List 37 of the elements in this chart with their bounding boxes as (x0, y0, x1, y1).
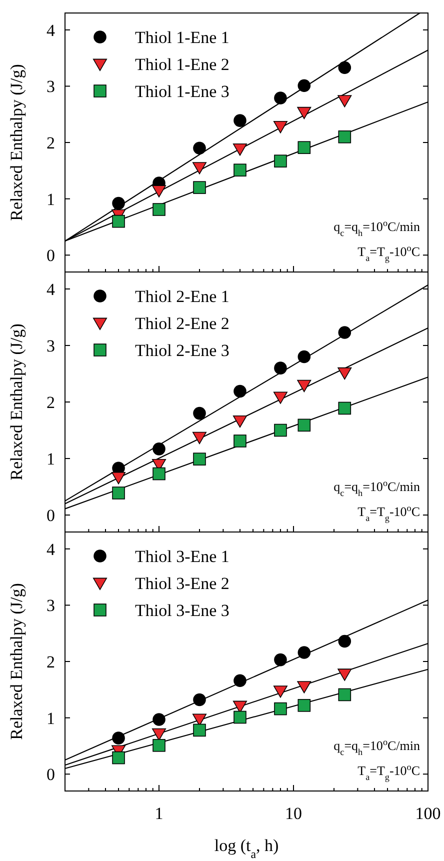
legend-label: Thiol 3-Ene 3 (135, 600, 230, 620)
annotation: q$_{c}$=q$_{h}$=10$^{o}$C/min (334, 218, 420, 238)
y-tick-label: 3 (46, 77, 55, 96)
y-tick-label: 3 (46, 336, 55, 356)
legend-label: Thiol 1-Ene 1 (135, 28, 230, 47)
legend-label: Thiol 3-Ene 2 (135, 574, 230, 593)
y-axis-title: Relaxed Enthalpy (J/g) (7, 64, 26, 221)
y-tick-label: 3 (46, 596, 55, 616)
legend-label: Thiol 3-Ene 1 (135, 546, 230, 566)
y-tick-label: 1 (46, 708, 55, 728)
y-tick-label: 0 (46, 506, 55, 525)
legend-label: Thiol 2-Ene 1 (135, 286, 230, 306)
y-tick-label: 2 (46, 652, 55, 672)
annotation: T$_{a}$=T$_{g}$-10$^{o}$C (358, 762, 420, 782)
annotation: q$_{c}$=q$_{h}$=10$^{o}$C/min (334, 737, 420, 757)
annotation: T$_{a}$=T$_{g}$-10$^{o}$C (358, 243, 420, 263)
y-tick-label: 0 (46, 246, 55, 266)
y-tick-label: 2 (46, 133, 55, 152)
y-axis-title: Relaxed Enthalpy (J/g) (7, 324, 26, 480)
y-axis-title: Relaxed Enthalpy (J/g) (7, 583, 26, 740)
y-tick-label: 0 (46, 765, 55, 784)
y-tick-label: 1 (46, 449, 55, 468)
annotation: q$_{c}$=q$_{h}$=10$^{o}$C/min (334, 478, 420, 498)
y-tick-label: 1 (46, 190, 55, 209)
y-tick-label: 4 (46, 20, 56, 40)
x-tick-label: 1 (154, 804, 164, 823)
x-tick-label: 10 (285, 804, 302, 823)
annotation: T$_{a}$=T$_{g}$-10$^{o}$C (358, 503, 420, 523)
legend-label: Thiol 2-Ene 3 (135, 340, 230, 360)
y-tick-label: 4 (46, 280, 56, 299)
y-tick-label: 2 (46, 392, 55, 412)
legend-label: Thiol 1-Ene 3 (135, 82, 230, 101)
legend-label: Thiol 1-Ene 2 (135, 54, 230, 74)
x-axis-title: log (t$_{a}$, h) (214, 836, 279, 861)
y-tick-label: 4 (46, 540, 56, 559)
x-tick-label: 100 (415, 804, 441, 823)
legend-label: Thiol 2-Ene 2 (135, 314, 230, 333)
